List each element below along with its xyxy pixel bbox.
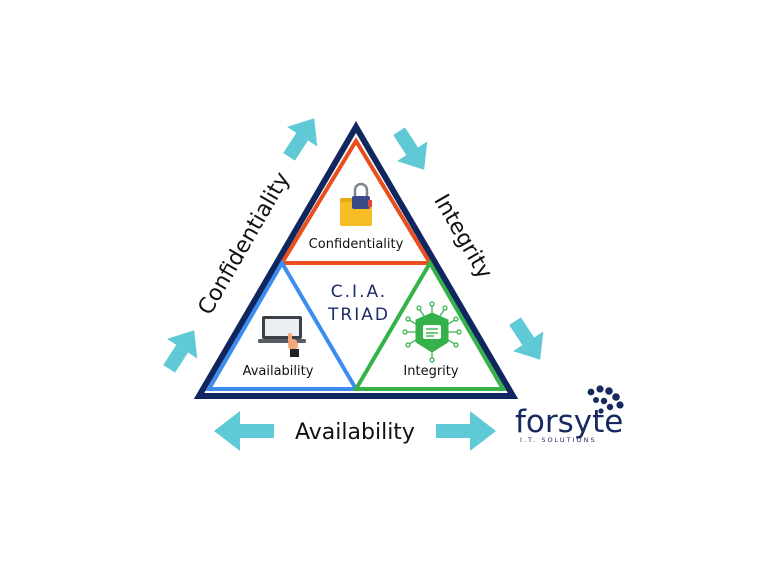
circuit-shield-icon [402,301,462,363]
arrow-left-lower [163,330,198,373]
logo-dots-icon [587,385,624,414]
arrow-left-upper [283,118,318,161]
flow-arrows [163,118,544,451]
forsyte-logo: forsyte I.T. SOLUTIONS [515,385,624,444]
center-label-triad: TRIAD [327,305,390,325]
availability-triangle [205,259,360,391]
folder-lock-icon [340,182,372,226]
integrity-triangle [352,259,507,391]
inner-label-availability: Availability [243,364,314,379]
arrow-bottom-right [436,411,496,451]
logo-name: forsyte [515,404,623,440]
arrow-bottom-left [214,411,274,451]
confidentiality-triangle [278,137,434,265]
laptop-touch-icon [258,316,306,357]
inner-label-integrity: Integrity [403,364,458,379]
center-label-cia: C.I.A. [331,282,387,302]
inner-label-confidentiality: Confidentiality [309,237,404,252]
logo-tagline: I.T. SOLUTIONS [520,436,597,444]
arrow-right-lower [509,317,544,360]
arrow-right-upper [393,127,428,170]
side-label-availability: Availability [295,420,415,445]
